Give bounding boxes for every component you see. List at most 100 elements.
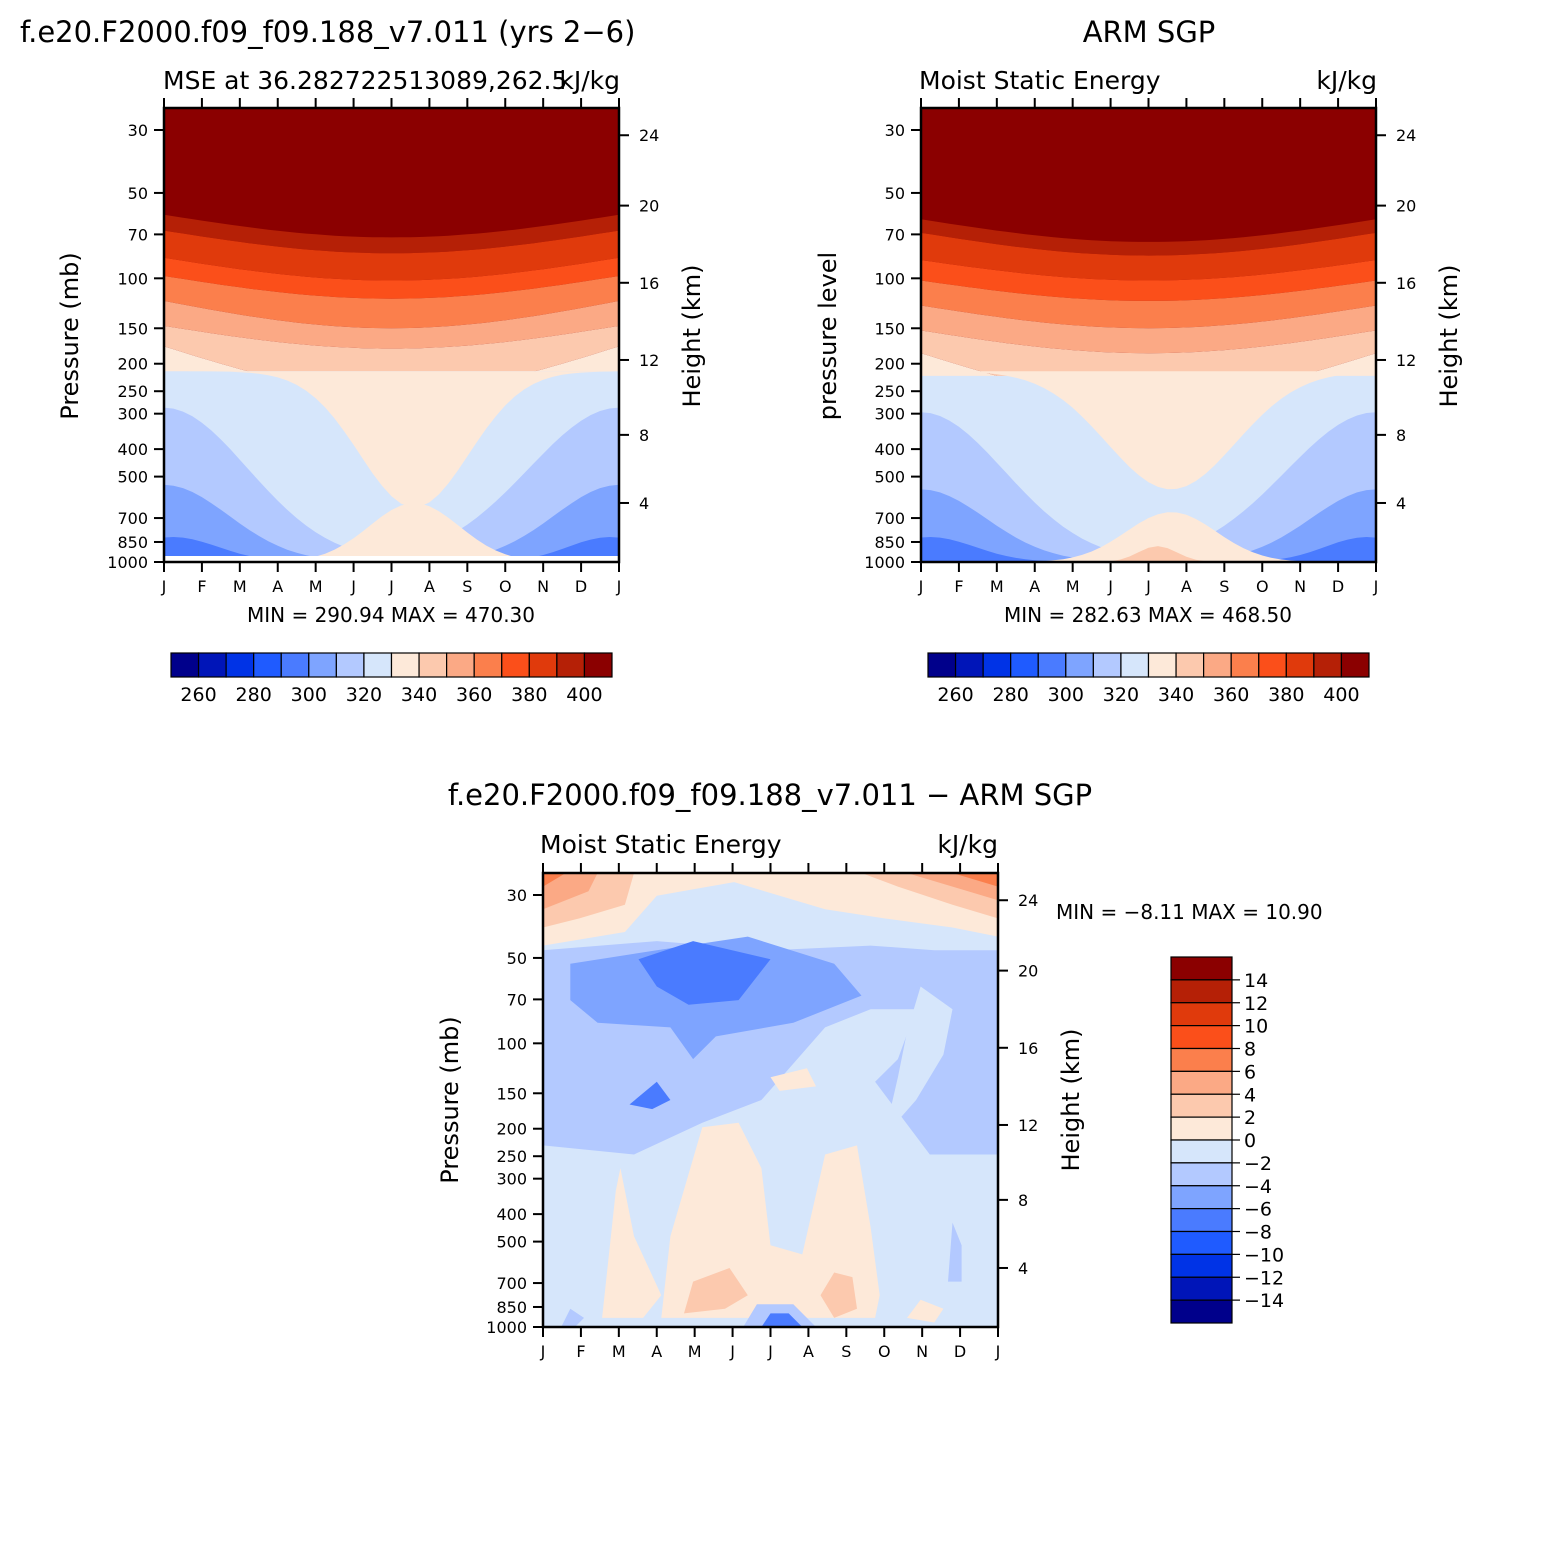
colorbar-label: 260 [937, 684, 973, 706]
x-tick-label: S [1219, 577, 1229, 596]
mse-band [164, 276, 619, 329]
y-tick-label: 70 [507, 990, 527, 1009]
y-tick-label: 500 [496, 1233, 527, 1252]
colorbar-cell [583, 652, 613, 678]
x-tick-label: S [841, 1342, 851, 1361]
model-units-label: kJ/kg [559, 66, 620, 95]
y-tick-label: 30 [128, 121, 148, 140]
model-left-label: MSE at 36.282722513089,262.5 [163, 66, 567, 95]
y-tick-label: 300 [874, 405, 905, 424]
colorbar-cell [1170, 1047, 1233, 1072]
colorbar-label: 4 [1244, 1084, 1256, 1106]
y-tick-label: 50 [128, 184, 148, 203]
colorbar-cell [528, 652, 558, 678]
y-tick-label: 500 [874, 468, 905, 487]
colorbar-label: 300 [291, 684, 327, 706]
colorbar-cell [1203, 652, 1232, 678]
y-tick-label: 100 [496, 1034, 527, 1053]
y-tick-right-label: 12 [639, 351, 659, 370]
colorbar-label: −12 [1244, 1267, 1284, 1289]
obs-colorbar: 260 280 300 320 340 360 380 400 [927, 652, 1370, 706]
below-ground-mask [164, 556, 619, 562]
x-tick-label: J [729, 1342, 735, 1361]
x-tick-label: M [612, 1342, 626, 1361]
diff-region [684, 1268, 748, 1314]
colorbar-cell [1230, 652, 1260, 678]
diff-region [661, 1122, 880, 1318]
y-tick-label: 700 [117, 509, 148, 528]
colorbar-label: 10 [1244, 1016, 1268, 1038]
obs-units-label: kJ/kg [1316, 66, 1377, 95]
x-tick-label: S [462, 577, 472, 596]
x-tick-label: J [767, 1342, 773, 1361]
y-tick-label: 1000 [864, 553, 905, 572]
colorbar-cell [954, 652, 984, 678]
y-tick-label: 100 [117, 269, 148, 288]
y-tick-label: 1000 [486, 1318, 527, 1337]
colorbar-cell [418, 652, 448, 678]
y-tick-label: 200 [874, 355, 905, 374]
y-tick-label: 700 [874, 509, 905, 528]
mse-winter-lobe [921, 537, 1376, 562]
diff-units-label: kJ/kg [937, 830, 998, 859]
colorbar-cell [501, 652, 530, 678]
x-tick-label: J [1107, 577, 1113, 596]
colorbar-cell [308, 652, 337, 678]
colorbar-label: −8 [1244, 1222, 1272, 1244]
x-tick-label: M [1066, 577, 1080, 596]
y-tick-right-label: 4 [1396, 494, 1406, 513]
y-tick-label: 300 [496, 1170, 527, 1189]
colorbar-cell [1285, 652, 1315, 678]
x-tick-label: J [616, 577, 622, 596]
colorbar-cell [927, 652, 957, 678]
x-tick-label: A [424, 577, 435, 596]
colorbar-cell [1170, 1139, 1233, 1164]
y-tick-label: 400 [117, 440, 148, 459]
colorbar-label: 320 [346, 684, 382, 706]
y-tick-right-label: 24 [1396, 126, 1416, 145]
model-contour-plot: J F M A M J J A S O N D J 30 50 70 100 150 200 250 300 400 500… [107, 98, 659, 596]
colorbar-cell [225, 652, 255, 678]
diff-ylabel: Pressure (mb) [436, 1016, 464, 1183]
obs-contour-plot: J F M A M J J A S O N D J 30 50 70 100 150 200 250 300 400 500… [864, 98, 1416, 596]
colorbar-label: 320 [1103, 684, 1139, 706]
y-tick-right-label: 16 [1018, 1039, 1038, 1058]
colorbar-label: 300 [1048, 684, 1084, 706]
colorbar-label: 8 [1244, 1039, 1256, 1061]
x-tick-label: M [309, 577, 323, 596]
colorbar-cell [1175, 652, 1205, 678]
y-tick-label: 150 [874, 319, 905, 338]
mse-band [921, 260, 1376, 301]
colorbar-label: 14 [1244, 970, 1268, 992]
diff-stats: MIN = −8.11 MAX = 10.90 [1056, 900, 1323, 924]
colorbar-label: 0 [1244, 1130, 1256, 1152]
obs-stats: MIN = 282.63 MAX = 468.50 [1004, 603, 1292, 627]
diff-region [543, 873, 566, 887]
x-tick-label: O [499, 577, 512, 596]
colorbar-label: −2 [1244, 1153, 1272, 1175]
mse-band [921, 219, 1376, 256]
colorbar-label: 280 [236, 684, 272, 706]
obs-title: ARM SGP [1083, 15, 1216, 49]
model-ylabel: Pressure (mb) [56, 252, 84, 419]
colorbar-cell [473, 652, 503, 678]
y-tick-label: 300 [117, 405, 148, 424]
colorbar-label: −10 [1244, 1244, 1284, 1266]
mse-tongue [921, 371, 1376, 490]
colorbar-cell [390, 652, 420, 678]
obs-left-label: Moist Static Energy [919, 66, 1161, 95]
y-tick-label: 200 [117, 355, 148, 374]
colorbar-cell [1065, 652, 1094, 678]
colorbar-label: −6 [1244, 1199, 1272, 1221]
y-tick-label: 100 [874, 269, 905, 288]
colorbar-label: 280 [993, 684, 1029, 706]
colorbar-cell [1170, 1162, 1233, 1187]
y-tick-label: 850 [496, 1298, 527, 1317]
x-tick-label: J [161, 577, 167, 596]
y-tick-label: 700 [496, 1274, 527, 1293]
colorbar-cell [1170, 1230, 1233, 1255]
y-tick-label: 250 [496, 1147, 527, 1166]
y-tick-right-label: 20 [1396, 197, 1416, 216]
diff-left-label: Moist Static Energy [540, 830, 782, 859]
y-tick-right-label: 24 [639, 126, 659, 145]
